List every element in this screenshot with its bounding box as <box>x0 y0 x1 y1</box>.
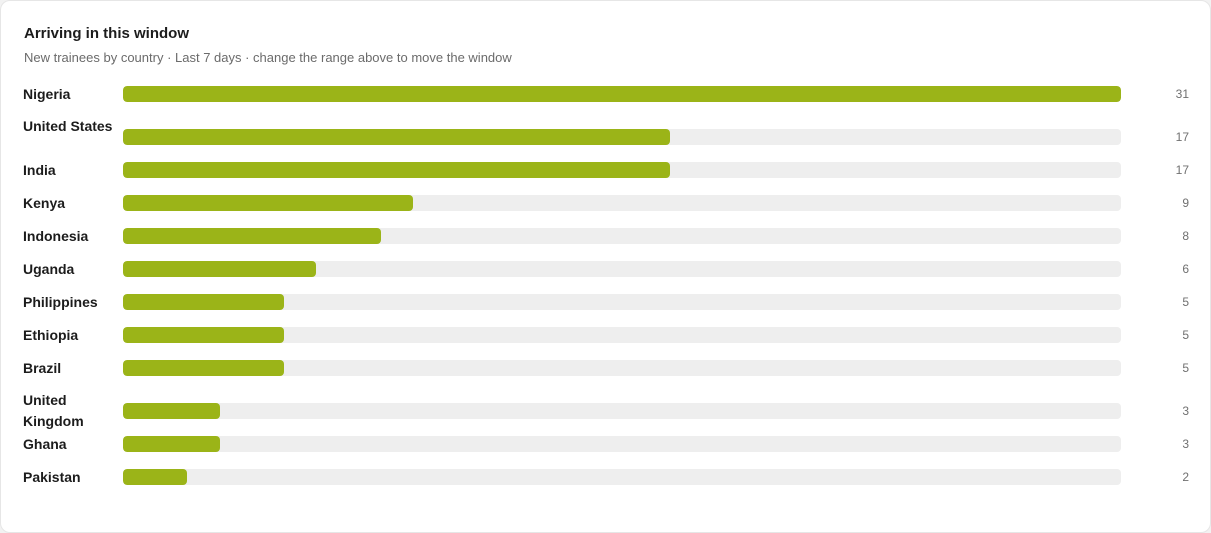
bar-track <box>123 403 1121 419</box>
bar-track <box>123 195 1121 211</box>
bar-track <box>123 86 1121 102</box>
bar-track <box>123 294 1121 310</box>
bar-label: Ghana <box>23 435 67 452</box>
bar-track <box>123 129 1121 145</box>
bar <box>123 129 671 145</box>
bar-value-label: 2 <box>1182 470 1189 484</box>
bar <box>123 261 317 277</box>
bar <box>123 436 220 452</box>
bar-track <box>123 327 1121 343</box>
bar-label: Philippines <box>23 293 98 310</box>
bar-label: India <box>23 161 56 178</box>
card-subtitle: New trainees by country · Last 7 days · … <box>24 50 512 65</box>
bar-label: Nigeria <box>23 85 71 102</box>
bar-value-label: 8 <box>1182 229 1189 243</box>
bar <box>123 195 413 211</box>
bar <box>123 162 671 178</box>
bar-label: Indonesia <box>23 227 89 244</box>
bar <box>123 403 220 419</box>
bar-label: Kenya <box>23 194 66 211</box>
bar-track <box>123 261 1121 277</box>
bar-value-label: 5 <box>1182 328 1189 342</box>
bar-label: United Kingdom <box>23 392 84 429</box>
bar-value-label: 17 <box>1175 130 1189 144</box>
bar-track <box>123 360 1121 376</box>
bar-label: United States <box>23 118 113 134</box>
bar-label: Uganda <box>23 260 75 277</box>
bar-value-label: 3 <box>1182 404 1189 418</box>
bar-value-label: 31 <box>1175 87 1189 101</box>
bar-track <box>123 469 1121 485</box>
bar-label: Pakistan <box>23 468 81 485</box>
bar-value-label: 5 <box>1182 361 1189 375</box>
bar-label: Brazil <box>23 359 62 376</box>
bar-track <box>123 228 1121 244</box>
bar-value-label: 3 <box>1182 437 1189 451</box>
bar-value-label: 6 <box>1182 262 1189 276</box>
bar-label: Ethiopia <box>23 326 79 343</box>
bar <box>123 360 284 376</box>
bar <box>123 294 284 310</box>
bar-value-label: 9 <box>1182 196 1189 210</box>
bar <box>123 228 381 244</box>
card-title: Arriving in this window <box>24 25 189 42</box>
bar-value-label: 5 <box>1182 295 1189 309</box>
bar-track <box>123 162 1121 178</box>
bar-value-label: 17 <box>1175 163 1189 177</box>
bar-track <box>123 436 1121 452</box>
bar <box>123 327 284 343</box>
bar <box>123 86 1121 102</box>
bar <box>123 469 188 485</box>
